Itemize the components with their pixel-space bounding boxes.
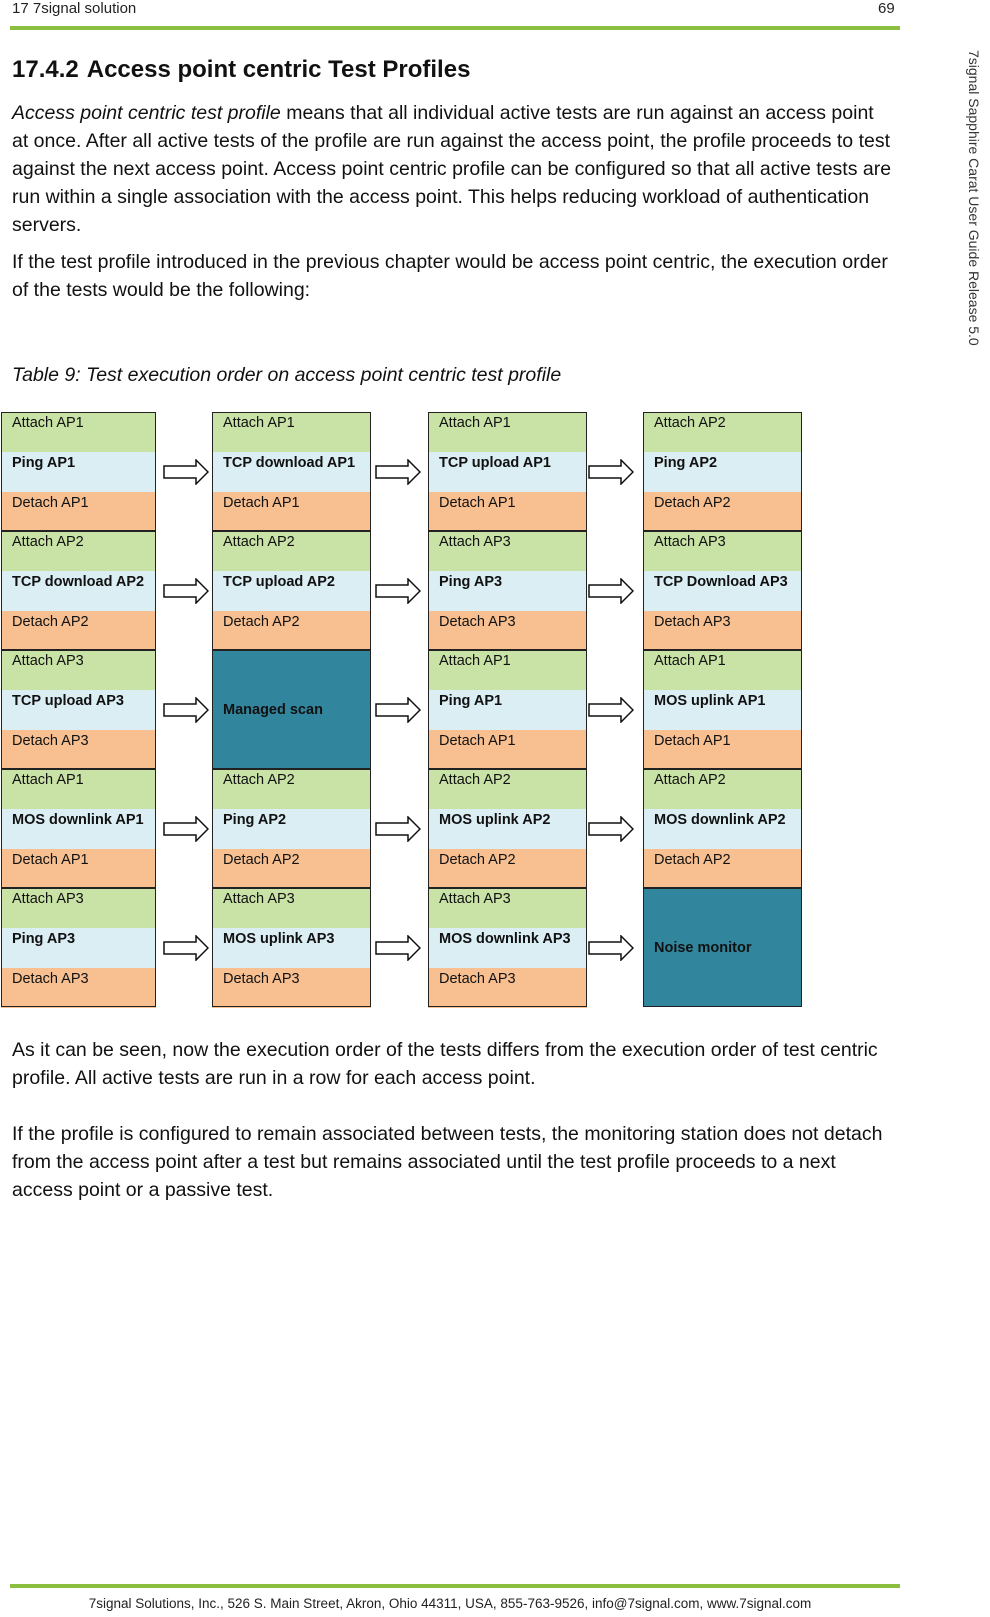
attach-cell: Attach AP3 (643, 531, 802, 571)
section-heading: 17.4.2 Access point centric Test Profiles (12, 56, 470, 84)
right-arrow-icon (375, 459, 421, 485)
test-cell: MOS uplink AP2 (428, 809, 587, 849)
test-cell: Ping AP1 (428, 690, 587, 730)
table-caption: Table 9: Test execution order on access … (12, 364, 562, 386)
test-cell: TCP download AP1 (212, 452, 371, 492)
test-cell: TCP Download AP3 (643, 571, 802, 611)
attach-cell: Attach AP1 (428, 412, 587, 452)
test-cell: TCP upload AP1 (428, 452, 587, 492)
test-cell: TCP upload AP2 (212, 571, 371, 611)
section-number: 17.4.2 (12, 56, 79, 83)
test-cell: MOS uplink AP3 (212, 928, 371, 968)
passive-test-cell: Noise monitor (643, 888, 802, 1007)
intro-term: Access point centric test profile (12, 102, 281, 124)
test-cell: TCP download AP2 (1, 571, 156, 611)
attach-cell: Attach AP1 (643, 650, 802, 690)
attach-cell: Attach AP1 (212, 412, 371, 452)
test-cell: Ping AP3 (1, 928, 156, 968)
right-arrow-icon (588, 935, 634, 961)
test-cell: Ping AP1 (1, 452, 156, 492)
detach-cell: Detach AP3 (1, 730, 156, 770)
right-arrow-icon (375, 697, 421, 723)
test-cell: Ping AP3 (428, 571, 587, 611)
detach-cell: Detach AP2 (643, 849, 802, 889)
right-arrow-icon (588, 697, 634, 723)
detach-cell: Detach AP3 (643, 611, 802, 651)
right-arrow-icon (163, 816, 209, 842)
intro-rest: means that all individual active tests a… (12, 102, 892, 236)
footer-contact: 7signal Solutions, Inc., 526 S. Main Str… (88, 1596, 812, 1611)
detach-cell: Detach AP2 (212, 849, 371, 889)
attach-cell: Attach AP1 (428, 650, 587, 690)
detach-cell: Detach AP1 (1, 849, 156, 889)
running-header-chapter: 17 7signal solution (12, 0, 137, 17)
attach-cell: Attach AP3 (212, 888, 371, 928)
paragraph-comparison: As it can be seen, now the execution ord… (12, 1039, 878, 1089)
paragraph-execution-order: If the test profile introduced in the pr… (12, 251, 888, 301)
detach-cell: Detach AP1 (428, 730, 587, 770)
right-arrow-icon (163, 935, 209, 961)
right-arrow-icon (375, 816, 421, 842)
test-cell: MOS downlink AP1 (1, 809, 156, 849)
attach-cell: Attach AP3 (1, 650, 156, 690)
detach-cell: Detach AP3 (212, 968, 371, 1008)
attach-cell: Attach AP1 (1, 412, 156, 452)
passive-test-cell: Managed scan (212, 650, 371, 769)
attach-cell: Attach AP3 (428, 888, 587, 928)
attach-cell: Attach AP3 (1, 888, 156, 928)
attach-cell: Attach AP1 (1, 769, 156, 809)
detach-cell: Detach AP1 (212, 492, 371, 532)
detach-cell: Detach AP3 (428, 611, 587, 651)
test-cell: MOS downlink AP3 (428, 928, 587, 968)
right-arrow-icon (588, 578, 634, 604)
attach-cell: Attach AP2 (428, 769, 587, 809)
attach-cell: Attach AP2 (643, 412, 802, 452)
right-arrow-icon (163, 459, 209, 485)
section-title-text: Access point centric Test Profiles (86, 56, 471, 83)
footer-rule (10, 1584, 900, 1588)
attach-cell: Attach AP2 (1, 531, 156, 571)
header-rule (10, 26, 900, 30)
page-number: 69 (878, 0, 895, 17)
paragraph-association: If the profile is configured to remain a… (12, 1123, 883, 1201)
detach-cell: Detach AP2 (1, 611, 156, 651)
side-document-title: 7signal Sapphire Carat User Guide Releas… (966, 50, 982, 346)
right-arrow-icon (163, 697, 209, 723)
attach-cell: Attach AP3 (428, 531, 587, 571)
right-arrow-icon (588, 459, 634, 485)
test-cell: MOS uplink AP1 (643, 690, 802, 730)
detach-cell: Detach AP3 (1, 968, 156, 1008)
detach-cell: Detach AP2 (212, 611, 371, 651)
intro-paragraph: Access point centric test profile means … (12, 99, 892, 239)
attach-cell: Attach AP2 (212, 769, 371, 809)
detach-cell: Detach AP2 (428, 849, 587, 889)
test-cell: Ping AP2 (212, 809, 371, 849)
detach-cell: Detach AP1 (643, 730, 802, 770)
right-arrow-icon (375, 578, 421, 604)
test-cell: MOS downlink AP2 (643, 809, 802, 849)
attach-cell: Attach AP2 (212, 531, 371, 571)
test-execution-flow: Attach AP1 Ping AP1 Detach AP1 Attach AP1 TC… (0, 412, 900, 1026)
test-cell: Ping AP2 (643, 452, 802, 492)
test-cell: TCP upload AP3 (1, 690, 156, 730)
detach-cell: Detach AP2 (643, 492, 802, 532)
detach-cell: Detach AP1 (1, 492, 156, 532)
attach-cell: Attach AP2 (643, 769, 802, 809)
right-arrow-icon (588, 816, 634, 842)
detach-cell: Detach AP3 (428, 968, 587, 1008)
detach-cell: Detach AP1 (428, 492, 587, 532)
right-arrow-icon (375, 935, 421, 961)
right-arrow-icon (163, 578, 209, 604)
